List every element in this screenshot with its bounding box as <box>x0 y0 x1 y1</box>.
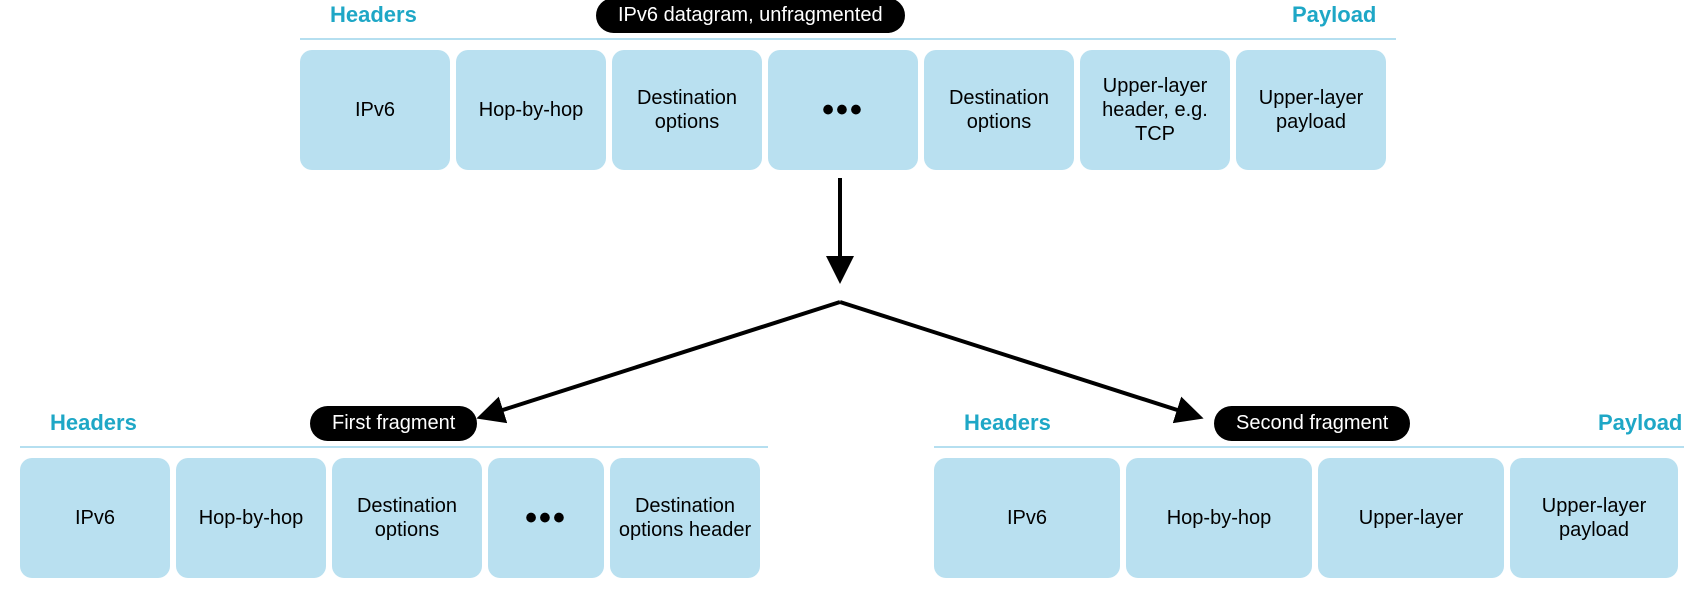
first-box: Destination options header <box>610 458 760 578</box>
second-underline <box>934 446 1684 448</box>
first-pill: First fragment <box>310 406 477 441</box>
top-box: Hop-by-hop <box>456 50 606 170</box>
arrow-to-second-fragment <box>840 302 1196 416</box>
first-boxes-row: IPv6 Hop-by-hop Destination options ••• … <box>20 458 760 578</box>
second-boxes-row: IPv6 Hop-by-hop Upper-layer Upper-layer … <box>934 458 1678 578</box>
second-box: IPv6 <box>934 458 1120 578</box>
first-headers-label: Headers <box>50 410 137 436</box>
second-pill: Second fragment <box>1214 406 1410 441</box>
second-box: Upper-layer <box>1318 458 1504 578</box>
second-box: Upper-layer payload <box>1510 458 1678 578</box>
first-underline <box>20 446 768 448</box>
top-payload-label: Payload <box>1292 2 1376 28</box>
top-pill: IPv6 datagram, unfragmented <box>596 0 905 33</box>
first-box: Destination options <box>332 458 482 578</box>
top-box: IPv6 <box>300 50 450 170</box>
top-headers-label: Headers <box>330 2 417 28</box>
first-box: Hop-by-hop <box>176 458 326 578</box>
first-box-ellipsis: ••• <box>488 458 604 578</box>
first-box: IPv6 <box>20 458 170 578</box>
top-box: Destination options <box>924 50 1074 170</box>
second-payload-label: Payload <box>1598 410 1682 436</box>
arrow-to-first-fragment <box>484 302 840 416</box>
top-box: Upper-layer payload <box>1236 50 1386 170</box>
second-headers-label: Headers <box>964 410 1051 436</box>
second-box: Hop-by-hop <box>1126 458 1312 578</box>
top-boxes-row: IPv6 Hop-by-hop Destination options ••• … <box>300 50 1386 170</box>
top-underline <box>300 38 1396 40</box>
top-box: Destination options <box>612 50 762 170</box>
top-box: Upper-layer header, e.g. TCP <box>1080 50 1230 170</box>
top-box-ellipsis: ••• <box>768 50 918 170</box>
